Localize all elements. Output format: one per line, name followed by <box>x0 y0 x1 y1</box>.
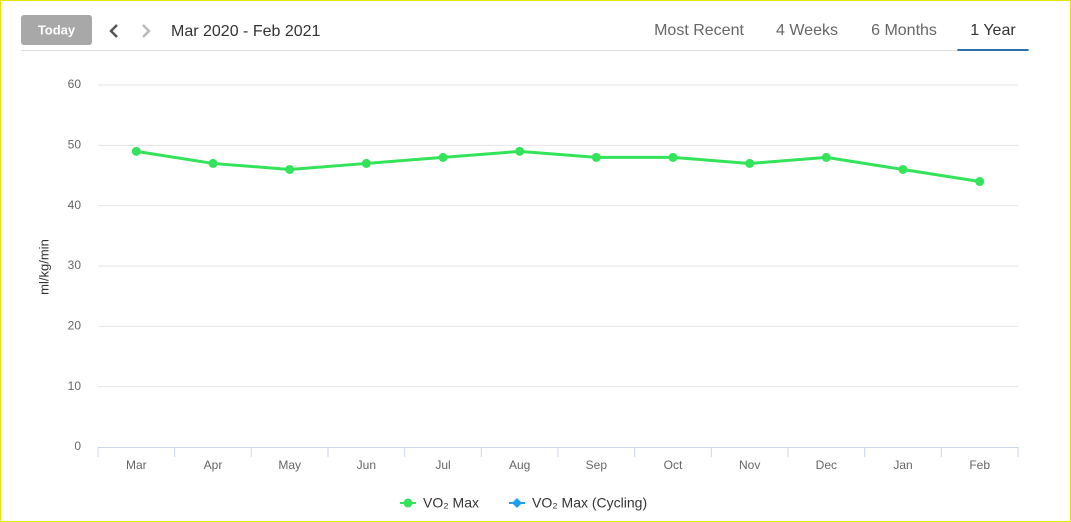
point <box>131 146 141 156</box>
y-tick-label: 30 <box>68 258 82 272</box>
legend-label[interactable]: VO₂ Max <box>423 495 479 511</box>
y-tick-label: 60 <box>68 77 82 91</box>
x-tick-label: Jul <box>435 458 450 472</box>
point <box>515 146 525 156</box>
x-tick-label: Feb <box>969 458 990 472</box>
today-button[interactable] <box>21 15 92 45</box>
legend-label[interactable]: VO₂ Max (Cycling) <box>532 495 647 511</box>
x-tick-label: Dec <box>816 458 837 472</box>
point <box>285 164 295 174</box>
legend-marker <box>512 498 522 508</box>
x-tick-label: May <box>278 458 301 472</box>
legend-marker <box>403 498 413 508</box>
point <box>361 158 371 168</box>
today-label[interactable]: Today <box>38 22 76 37</box>
tab[interactable]: 6 Months <box>871 22 937 39</box>
y-tick-label: 20 <box>68 319 82 333</box>
point <box>591 152 601 162</box>
series-line <box>136 149 980 184</box>
date-range: Mar 2020 - Feb 2021 <box>171 23 321 40</box>
next-arrow[interactable] <box>142 24 151 38</box>
point <box>898 164 908 174</box>
x-tick-label: Oct <box>664 458 683 472</box>
tab[interactable]: 4 Weeks <box>776 22 838 39</box>
point <box>745 158 755 168</box>
x-tick-label: Apr <box>204 458 223 472</box>
y-axis-label: ml/kg/min <box>36 239 51 295</box>
point <box>975 177 985 187</box>
point <box>668 152 678 162</box>
active-tab-underline <box>957 49 1029 51</box>
x-tick-label: Sep <box>586 458 608 472</box>
tab[interactable]: Most Recent <box>654 22 744 39</box>
x-tick-label: Nov <box>739 458 760 472</box>
x-tick-label: Mar <box>126 458 147 472</box>
y-tick-label: 0 <box>74 439 81 453</box>
y-tick-label: 50 <box>68 138 82 152</box>
tab[interactable]: 1 Year <box>970 22 1016 39</box>
x-tick-label: Jan <box>893 458 912 472</box>
prev-arrow[interactable] <box>109 24 118 38</box>
x-tick-label: Aug <box>509 458 530 472</box>
point <box>821 152 831 162</box>
point <box>438 152 448 162</box>
x-tick-label: Jun <box>357 458 376 472</box>
y-tick-label: 10 <box>68 379 82 393</box>
y-tick-label: 40 <box>68 198 82 212</box>
point <box>208 158 218 168</box>
